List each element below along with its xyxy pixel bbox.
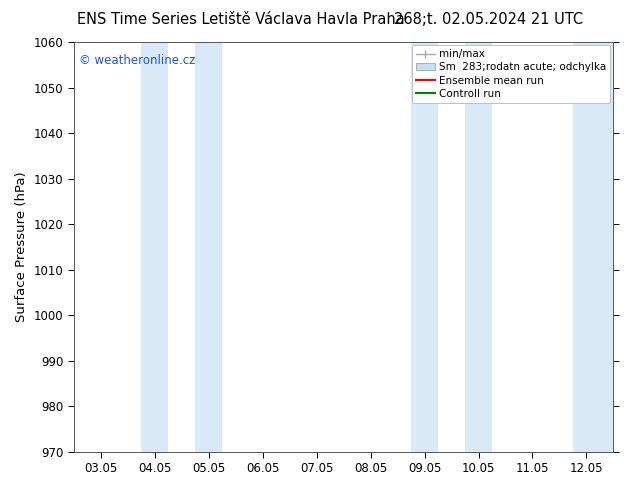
Bar	[141, 42, 168, 452]
Bar	[573, 42, 614, 452]
Text: 268;t. 02.05.2024 21 UTC: 268;t. 02.05.2024 21 UTC	[394, 12, 583, 27]
Text: ENS Time Series Letiště Václava Havla Praha: ENS Time Series Letiště Václava Havla Pr…	[77, 12, 404, 27]
Bar	[465, 42, 492, 452]
Bar	[411, 42, 438, 452]
Legend: min/max, Sm  283;rodatn acute; odchylka, Ensemble mean run, Controll run: min/max, Sm 283;rodatn acute; odchylka, …	[412, 45, 611, 103]
Bar	[195, 42, 222, 452]
Y-axis label: Surface Pressure (hPa): Surface Pressure (hPa)	[15, 172, 28, 322]
Text: © weatheronline.cz: © weatheronline.cz	[79, 54, 195, 67]
